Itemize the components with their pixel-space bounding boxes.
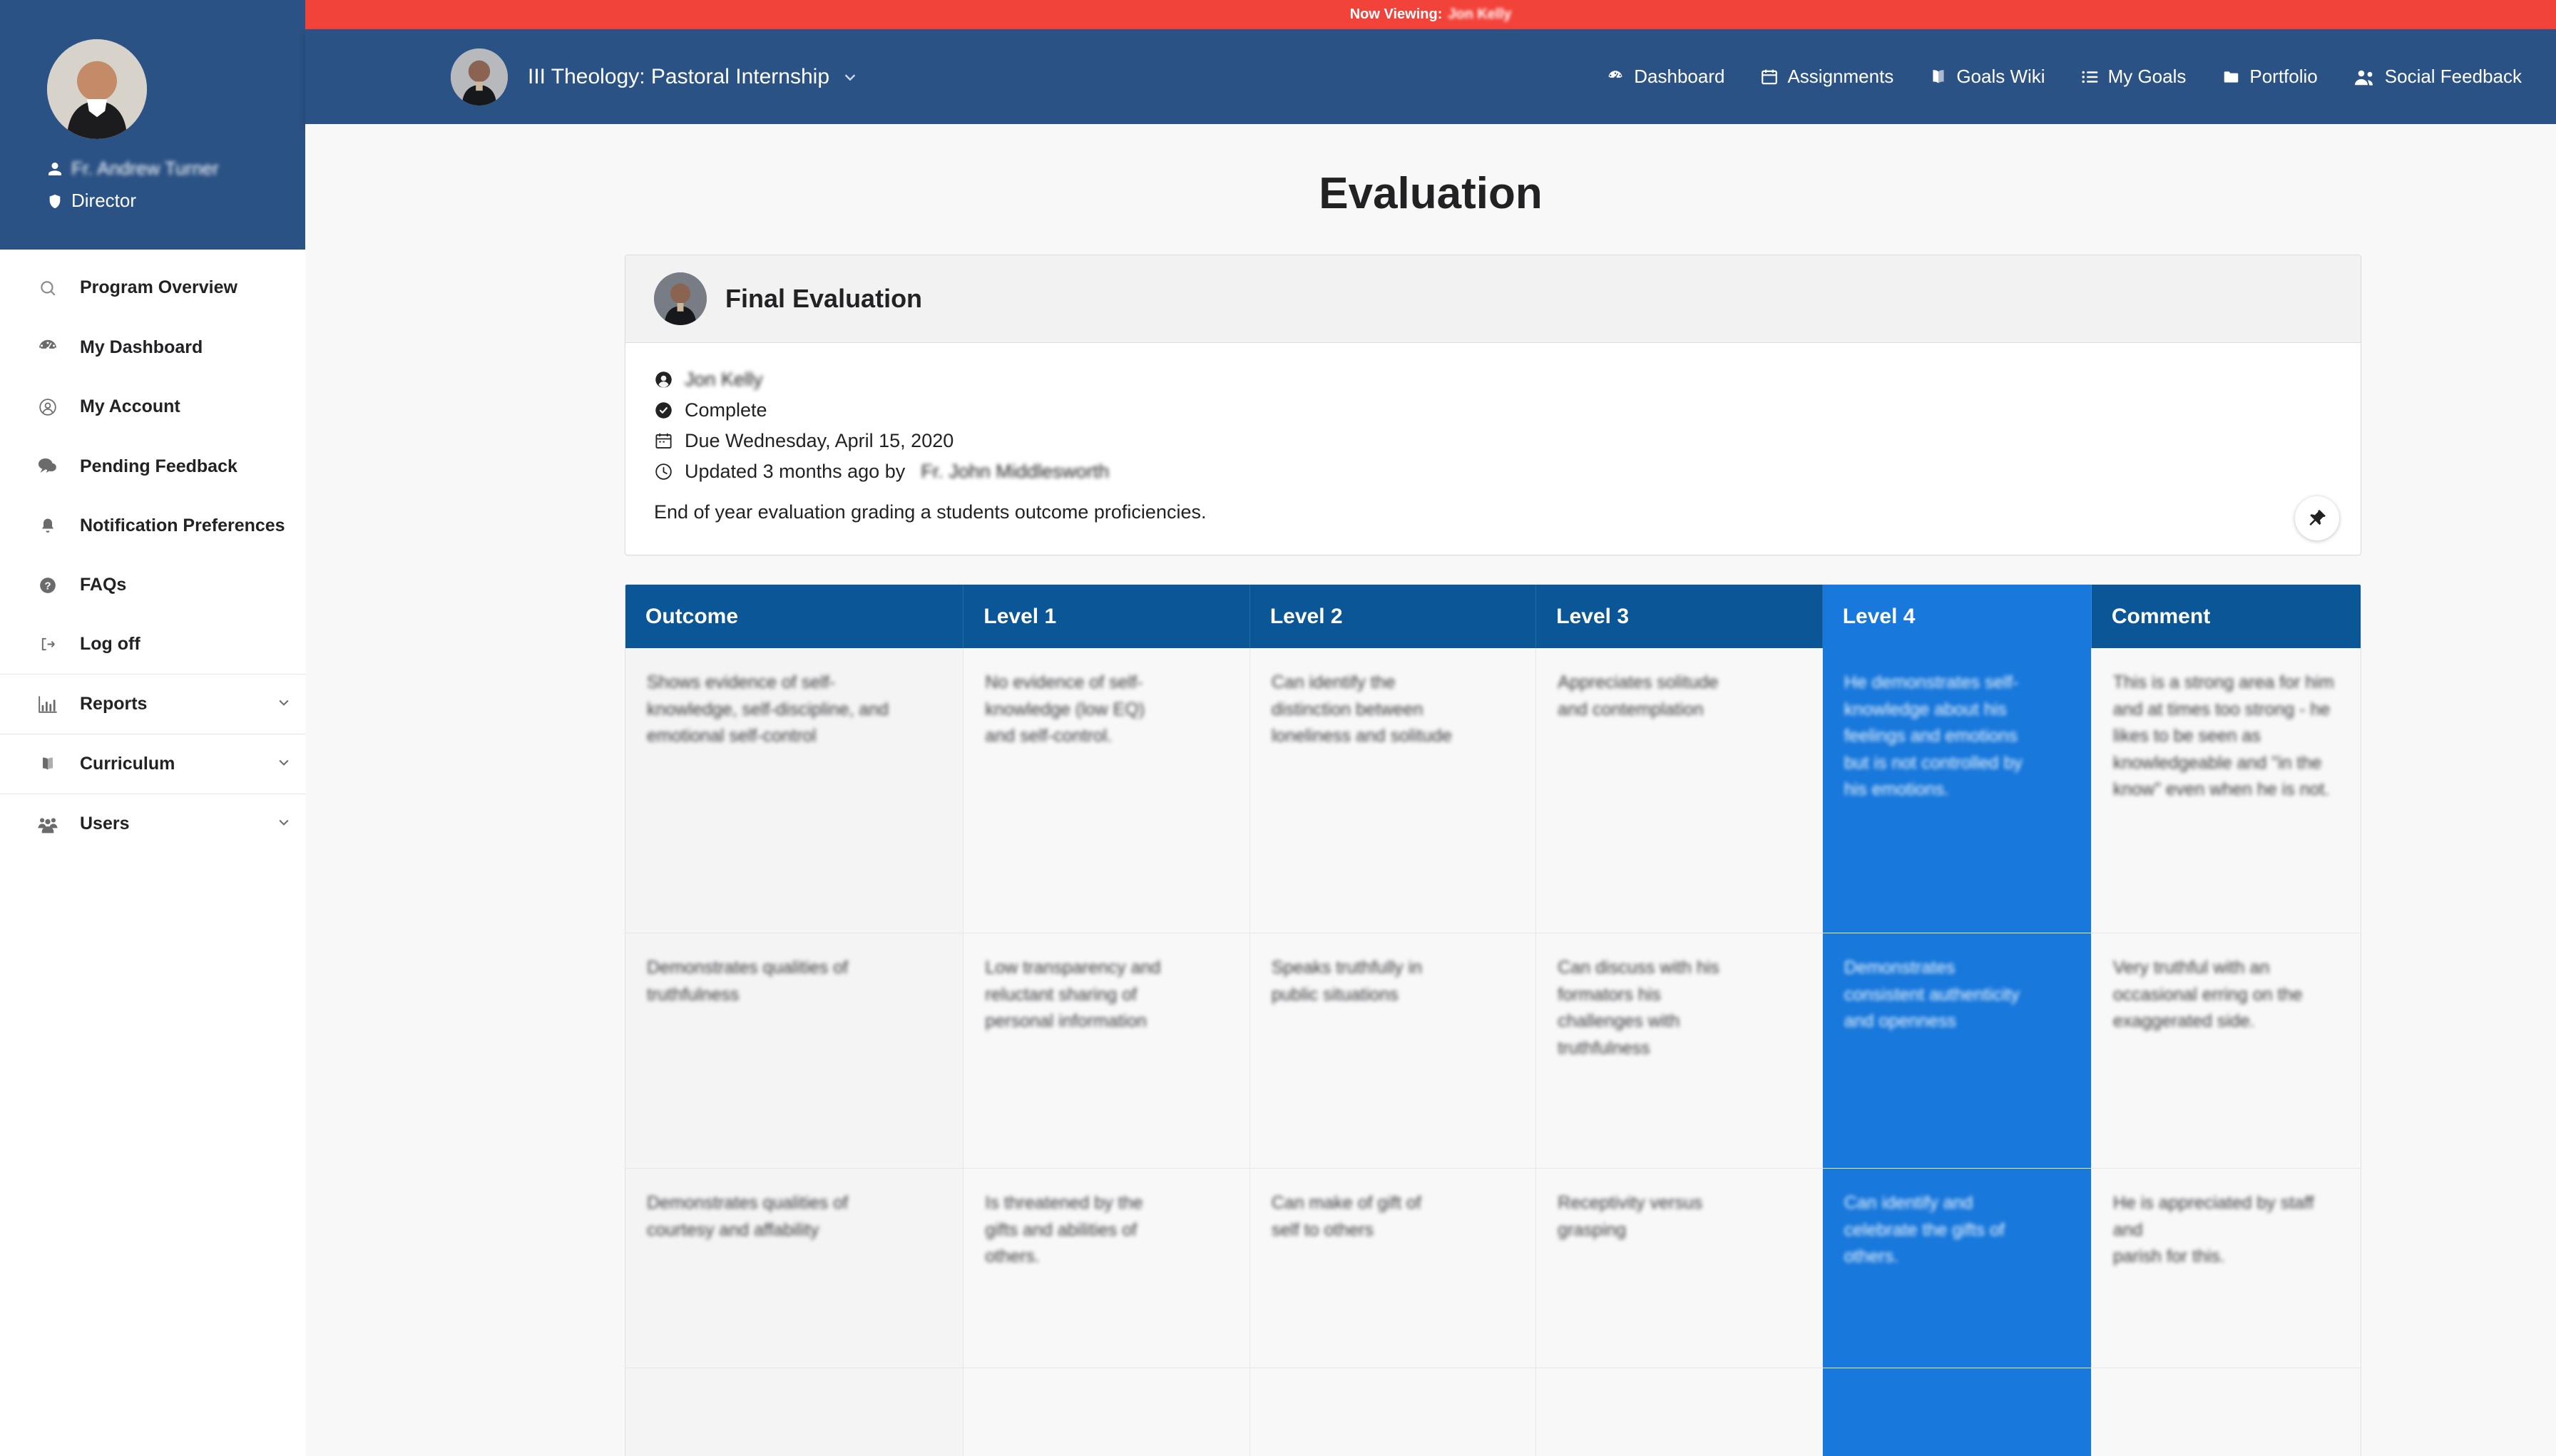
svg-text:?: ? <box>44 580 51 592</box>
